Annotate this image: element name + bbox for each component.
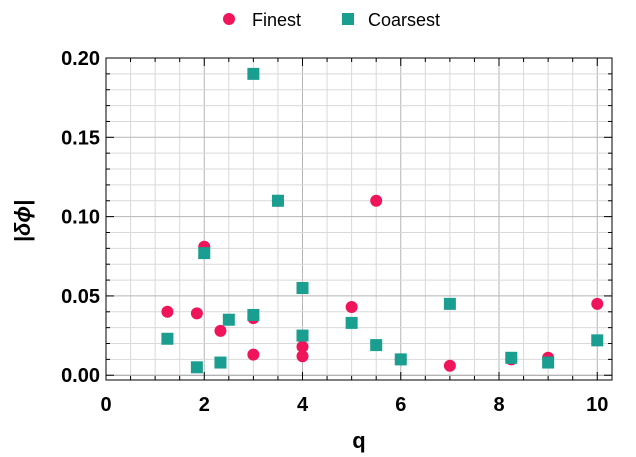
- x-tick-label: 2: [199, 394, 210, 416]
- data-point-coarsest: [296, 282, 309, 294]
- grid: [106, 57, 612, 380]
- data-point-coarsest: [190, 361, 203, 374]
- x-tick-label: 10: [586, 394, 608, 416]
- data-point-finest: [247, 348, 260, 361]
- y-tick-label: 0.15: [61, 127, 100, 149]
- data-point-coarsest: [214, 356, 227, 369]
- data-point-coarsest: [198, 247, 211, 260]
- axis-ticks: 0 2 4 6 8 10 0.00 0.05 0.10 0.15 0.20: [61, 48, 612, 416]
- x-tick-label: 6: [395, 394, 406, 416]
- data-point-finest: [296, 350, 309, 363]
- data-point-coarsest: [542, 356, 555, 369]
- data-point-coarsest: [222, 313, 235, 326]
- data-point-finest: [370, 194, 383, 207]
- data-point-finest: [591, 297, 604, 310]
- data-point-coarsest: [370, 339, 383, 352]
- y-tick-label: 0.00: [61, 365, 100, 387]
- data-point-coarsest: [247, 67, 260, 80]
- series-finest: [161, 194, 604, 372]
- y-tick-label: 0.20: [61, 48, 100, 70]
- data-point-finest: [345, 301, 358, 314]
- data-points: [161, 67, 604, 374]
- legend-marker-coarsest: [342, 13, 354, 25]
- legend-marker-finest: [223, 13, 235, 25]
- x-tick-label: 8: [493, 394, 504, 416]
- data-point-finest: [190, 307, 203, 320]
- legend: Finest Coarsest: [223, 10, 440, 30]
- data-point-coarsest: [345, 316, 358, 329]
- x-axis-title: q: [352, 428, 365, 453]
- data-point-coarsest: [591, 334, 604, 347]
- data-point-finest: [214, 324, 227, 337]
- x-tick-label: 4: [297, 394, 309, 416]
- y-axis-title: |δϕ|: [10, 200, 35, 242]
- data-point-finest: [161, 305, 174, 318]
- x-tick-label: 0: [100, 394, 111, 416]
- legend-label-finest: Finest: [252, 10, 301, 30]
- data-point-coarsest: [271, 194, 284, 207]
- data-point-coarsest: [247, 308, 260, 321]
- data-point-coarsest: [505, 351, 518, 364]
- data-point-coarsest: [296, 329, 309, 342]
- data-point-finest: [296, 340, 309, 353]
- series-coarsest: [161, 67, 604, 374]
- data-point-coarsest: [443, 297, 456, 310]
- y-tick-label: 0.10: [61, 207, 100, 229]
- data-point-coarsest: [394, 353, 407, 366]
- data-point-coarsest: [161, 332, 174, 345]
- plot-frame: [105, 57, 613, 381]
- data-point-finest: [443, 359, 456, 372]
- y-tick-label: 0.05: [61, 286, 100, 308]
- legend-label-coarsest: Coarsest: [368, 10, 440, 30]
